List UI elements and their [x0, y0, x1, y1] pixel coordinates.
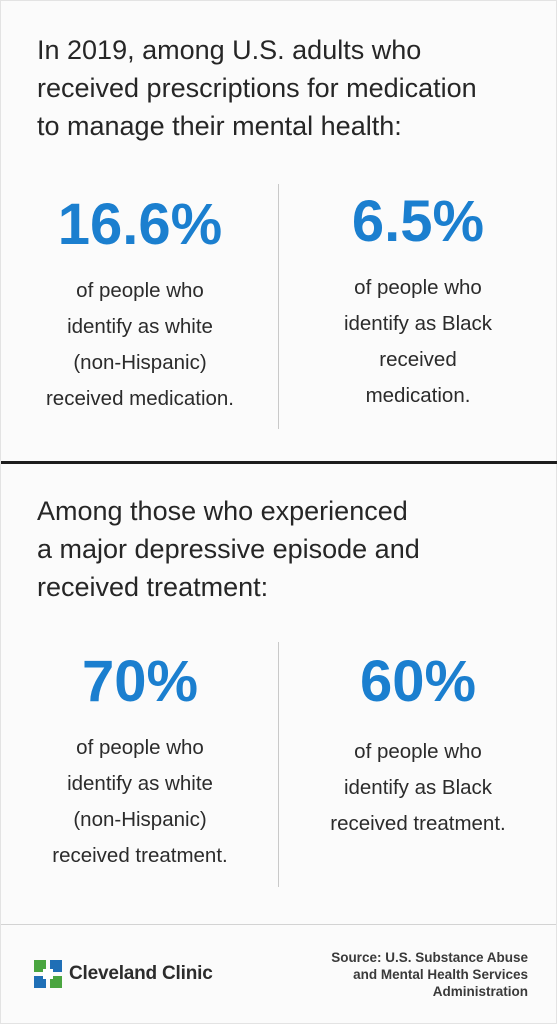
- stat-value: 16.6%: [57, 192, 223, 257]
- desc-line: of people who: [76, 736, 204, 759]
- heading-line: received treatment:: [37, 572, 269, 602]
- desc-line: identify as white: [67, 772, 213, 795]
- stat-black-medication: 6.5% of people who identify as Black rec…: [279, 192, 557, 414]
- desc-line: received: [379, 348, 457, 371]
- source-line: and Mental Health Services: [353, 967, 528, 982]
- desc-line: of people who: [354, 276, 482, 299]
- heading-line: received prescriptions for medication: [37, 73, 477, 103]
- heading-line: to manage their mental health:: [37, 111, 402, 141]
- desc-line: (non-Hispanic): [73, 351, 207, 374]
- section-prescriptions: In 2019, among U.S. adults who received …: [1, 1, 556, 461]
- stat-black-treatment: 60% of people who identify as Black rece…: [279, 652, 557, 842]
- section-heading: Among those who experienced a major depr…: [37, 492, 420, 606]
- desc-line: medication.: [365, 384, 471, 407]
- cleveland-clinic-logo: Cleveland Clinic: [34, 959, 213, 989]
- heading-line: In 2019, among U.S. adults who: [37, 35, 422, 65]
- stat-description: of people who identify as Black received…: [279, 270, 557, 414]
- desc-line: (non-Hispanic): [73, 808, 207, 831]
- desc-line: received medication.: [45, 387, 234, 410]
- logo-text: Cleveland Clinic: [69, 963, 213, 984]
- desc-line: identify as white: [67, 315, 213, 338]
- stat-white-medication: 16.6% of people who identify as white (n…: [1, 195, 279, 417]
- section-treatment: Among those who experienced a major depr…: [1, 464, 556, 924]
- footer-divider: [1, 924, 556, 925]
- column-divider: [278, 642, 279, 887]
- desc-line: identify as Black: [343, 776, 493, 799]
- heading-line: Among those who experienced: [37, 496, 408, 526]
- heading-line: a major depressive episode and: [37, 534, 420, 564]
- desc-line: received treatment.: [52, 844, 228, 867]
- desc-line: of people who: [354, 740, 482, 763]
- source-citation: Source: U.S. Substance Abuse and Mental …: [278, 949, 528, 1000]
- stat-white-treatment: 70% of people who identify as white (non…: [1, 652, 279, 874]
- stat-description: of people who identify as white (non-His…: [1, 730, 279, 874]
- column-divider: [278, 184, 279, 429]
- desc-line: of people who: [76, 279, 204, 302]
- stat-value: 70%: [81, 649, 199, 714]
- source-line: Source: U.S. Substance Abuse: [331, 950, 528, 965]
- desc-line: received treatment.: [330, 812, 506, 835]
- desc-line: identify as Black: [343, 312, 493, 335]
- stat-description: of people who identify as white (non-His…: [1, 273, 279, 417]
- section-heading: In 2019, among U.S. adults who received …: [37, 31, 477, 145]
- source-line: Administration: [432, 984, 528, 999]
- footer: Cleveland Clinic Source: U.S. Substance …: [1, 925, 556, 1023]
- stat-value: 60%: [359, 649, 477, 714]
- cleveland-clinic-logo-icon: [34, 960, 62, 988]
- stat-value: 6.5%: [351, 189, 485, 254]
- stat-description: of people who identify as Black received…: [279, 734, 557, 842]
- section-divider: [1, 461, 557, 464]
